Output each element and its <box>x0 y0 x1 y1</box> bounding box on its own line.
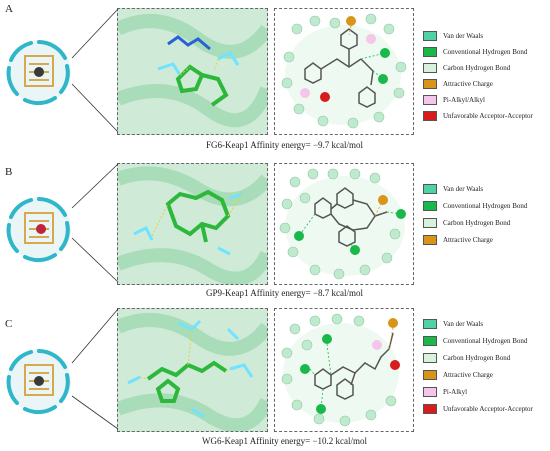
legend-label: Pi-Alkyl <box>443 388 468 396</box>
interaction-2d-diagram <box>274 8 414 135</box>
panel-caption: FG6-Keap1 Affinity energy= −9.7 kcal/mol <box>206 140 364 150</box>
legend-swatch <box>423 336 437 346</box>
docking-3d-view <box>117 308 268 432</box>
protein-structure-image <box>6 349 71 415</box>
legend-label: Unfavorable Acceptor-Acceptor <box>443 405 533 413</box>
protein-structure-image <box>6 40 71 106</box>
docking-3d-view <box>117 163 268 285</box>
legend-swatch <box>423 95 437 105</box>
legend-item: Attractive Charge <box>423 369 493 381</box>
legend-item: Unfavorable Acceptor-Acceptor <box>423 403 533 415</box>
legend-item: Conventional Hydrogen Bond <box>423 46 527 58</box>
legend-swatch <box>423 387 437 397</box>
legend-swatch <box>423 218 437 228</box>
panel-caption: WG6-Keap1 Affinity energy= −10.2 kcal/mo… <box>202 436 368 446</box>
legend-item: Conventional Hydrogen Bond <box>423 200 527 212</box>
legend-label: Van der Waals <box>443 32 484 40</box>
legend: Van der Waals Conventional Hydrogen Bond… <box>420 183 550 253</box>
legend-item: Carbon Hydrogen Bond <box>423 352 510 364</box>
interaction-2d-diagram <box>274 163 414 285</box>
legend-item: Attractive Charge <box>423 234 493 246</box>
legend: Van der Waals Conventional Hydrogen Bond… <box>420 30 550 125</box>
legend: Van der Waals Conventional Hydrogen Bond… <box>420 318 550 418</box>
panel-letter: A <box>5 3 13 15</box>
legend-label: Attractive Charge <box>443 80 493 88</box>
legend-label: Carbon Hydrogen Bond <box>443 219 511 227</box>
legend-item: Conventional Hydrogen Bond <box>423 335 527 347</box>
docking-3d-view <box>117 8 268 135</box>
legend-swatch <box>423 370 437 380</box>
legend-label: Attractive Charge <box>443 371 493 379</box>
legend-item: Van der Waals <box>423 183 483 195</box>
legend-label: Van der Waals <box>443 320 484 328</box>
zoom-connector-lines <box>71 308 119 430</box>
interaction-2d-diagram <box>274 308 414 432</box>
legend-label: Attractive Charge <box>443 236 493 244</box>
legend-swatch <box>423 111 437 121</box>
legend-label: Conventional Hydrogen Bond <box>443 48 528 56</box>
legend-item: Van der Waals <box>423 318 483 330</box>
legend-label: Carbon Hydrogen Bond <box>443 354 511 362</box>
legend-item: Attractive Charge <box>423 78 493 90</box>
legend-label: Conventional Hydrogen Bond <box>443 202 528 210</box>
zoom-connector-lines <box>71 163 119 283</box>
legend-swatch <box>423 319 437 329</box>
legend-swatch <box>423 63 437 73</box>
legend-label: Van der Waals <box>443 185 484 193</box>
legend-item: Unfavorable Acceptor-Acceptor <box>423 110 533 122</box>
legend-item: Carbon Hydrogen Bond <box>423 217 510 229</box>
legend-swatch <box>423 184 437 194</box>
protein-structure-image <box>6 197 71 263</box>
panel-letter: B <box>5 166 13 178</box>
zoom-connector-lines <box>71 8 119 133</box>
legend-item: Pi-Alkyl <box>423 386 467 398</box>
legend-swatch <box>423 201 437 211</box>
legend-label: Conventional Hydrogen Bond <box>443 337 528 345</box>
legend-label: Pi-Alkyl/Alkyl <box>443 96 486 104</box>
panel-letter: C <box>5 318 13 330</box>
panel-caption: GP9-Keap1 Affinity energy= −8.7 kcal/mol <box>206 288 364 298</box>
legend-swatch <box>423 79 437 89</box>
legend-item: Pi-Alkyl/Alkyl <box>423 94 485 106</box>
legend-swatch <box>423 47 437 57</box>
legend-swatch <box>423 404 437 414</box>
legend-label: Carbon Hydrogen Bond <box>443 64 511 72</box>
legend-swatch <box>423 31 437 41</box>
legend-label: Unfavorable Acceptor-Acceptor <box>443 112 533 120</box>
legend-swatch <box>423 235 437 245</box>
legend-item: Carbon Hydrogen Bond <box>423 62 510 74</box>
legend-swatch <box>423 353 437 363</box>
legend-item: Van der Waals <box>423 30 483 42</box>
